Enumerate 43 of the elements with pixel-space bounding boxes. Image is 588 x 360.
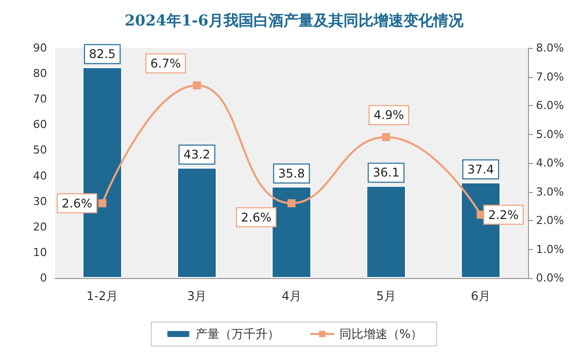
chart-title: 2024年1-6月我国白酒产量及其同比增速变化情况: [124, 12, 464, 30]
y2-tick-label: 1.0%: [536, 242, 564, 256]
y-tick-label: 10: [33, 246, 47, 259]
y-tick-label: 80: [33, 67, 47, 80]
y-tick-label: 50: [33, 144, 47, 157]
y-tick-label: 40: [33, 169, 47, 182]
data-label: 4.9%: [374, 108, 404, 122]
x-tick-label: 1-2月: [86, 289, 118, 303]
data-label: 35.8: [278, 166, 305, 181]
data-label: 6.7%: [150, 56, 181, 70]
point: [382, 133, 390, 142]
y-tick-label: 60: [33, 118, 47, 132]
x-tick-label: 6月: [470, 289, 491, 303]
y-tick-label: 30: [33, 194, 47, 208]
x-tick-label: 4月: [282, 289, 302, 303]
data-label: 2.6%: [62, 196, 92, 210]
y-tick-label: 0: [40, 272, 47, 284]
data-label: 2.6%: [241, 210, 272, 224]
bar: [366, 186, 406, 278]
data-label: 37.4: [467, 162, 494, 176]
y-tick-label: 70: [33, 92, 47, 106]
data-label: 43.2: [184, 148, 210, 162]
bar: [177, 168, 217, 278]
data-label: 82.5: [88, 47, 116, 62]
legend-label: 产量（万千升）: [195, 327, 280, 341]
legend-label: 同比增速（%）: [339, 327, 423, 341]
y2-tick-label: 5.0%: [536, 128, 564, 141]
x-tick-label: 3月: [187, 289, 207, 303]
y2-tick-label: 4.0%: [536, 156, 564, 170]
y2-tick-label: 7.0%: [536, 70, 564, 84]
y2-tick-label: 0.0%: [536, 272, 564, 284]
y-tick-label: 20: [33, 220, 47, 234]
y2-tick-label: 6.0%: [536, 99, 564, 112]
data-label: 36.1: [372, 166, 400, 180]
y-tick-label: 90: [33, 42, 47, 54]
x-tick-label: 5月: [376, 289, 396, 303]
point: [192, 81, 201, 90]
y2-tick-label: 8.0%: [536, 42, 564, 54]
y2-tick-label: 3.0%: [536, 185, 564, 198]
point: [98, 199, 106, 208]
data-label: 2.2%: [488, 208, 519, 222]
y2-tick-label: 2.0%: [536, 214, 564, 227]
point: [288, 199, 296, 208]
